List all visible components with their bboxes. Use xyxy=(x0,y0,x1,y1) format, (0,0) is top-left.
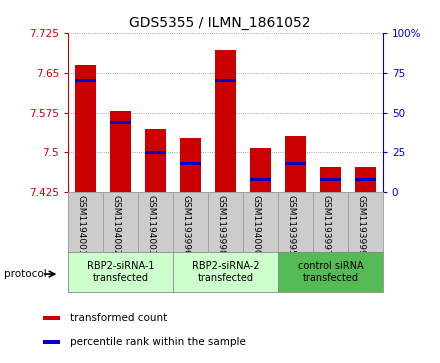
Bar xyxy=(110,121,131,124)
Bar xyxy=(355,167,376,192)
Text: GSM1193998: GSM1193998 xyxy=(216,195,225,256)
Text: GSM1194001: GSM1194001 xyxy=(77,195,86,256)
Text: GSM1194003: GSM1194003 xyxy=(147,195,156,256)
Text: GSM1193999: GSM1193999 xyxy=(356,195,365,256)
Text: GSM1194002: GSM1194002 xyxy=(112,195,121,256)
Text: transformed count: transformed count xyxy=(70,313,167,323)
Bar xyxy=(180,162,201,165)
Text: GSM1193995: GSM1193995 xyxy=(286,195,295,256)
Bar xyxy=(355,178,376,181)
Bar xyxy=(320,167,341,192)
Text: GSM1193997: GSM1193997 xyxy=(321,195,330,256)
Text: GDS5355 / ILMN_1861052: GDS5355 / ILMN_1861052 xyxy=(129,16,311,30)
Bar xyxy=(145,151,166,154)
Text: RBP2-siRNA-2
transfected: RBP2-siRNA-2 transfected xyxy=(192,261,259,284)
Bar xyxy=(285,162,306,165)
Bar xyxy=(285,136,306,192)
Bar xyxy=(43,340,60,344)
Bar xyxy=(75,65,96,192)
Bar xyxy=(75,79,96,82)
Bar xyxy=(180,138,201,192)
Bar xyxy=(43,315,60,320)
Bar xyxy=(250,148,271,192)
Bar xyxy=(250,178,271,181)
Bar xyxy=(320,178,341,181)
Text: GSM1194000: GSM1194000 xyxy=(251,195,260,256)
Bar xyxy=(145,129,166,192)
Bar xyxy=(110,111,131,192)
Text: protocol: protocol xyxy=(4,269,47,279)
Bar xyxy=(215,50,236,192)
Text: RBP2-siRNA-1
transfected: RBP2-siRNA-1 transfected xyxy=(87,261,154,284)
Text: percentile rank within the sample: percentile rank within the sample xyxy=(70,337,246,347)
Text: GSM1193996: GSM1193996 xyxy=(182,195,191,256)
Bar xyxy=(215,79,236,82)
Text: control siRNA
transfected: control siRNA transfected xyxy=(297,261,363,284)
